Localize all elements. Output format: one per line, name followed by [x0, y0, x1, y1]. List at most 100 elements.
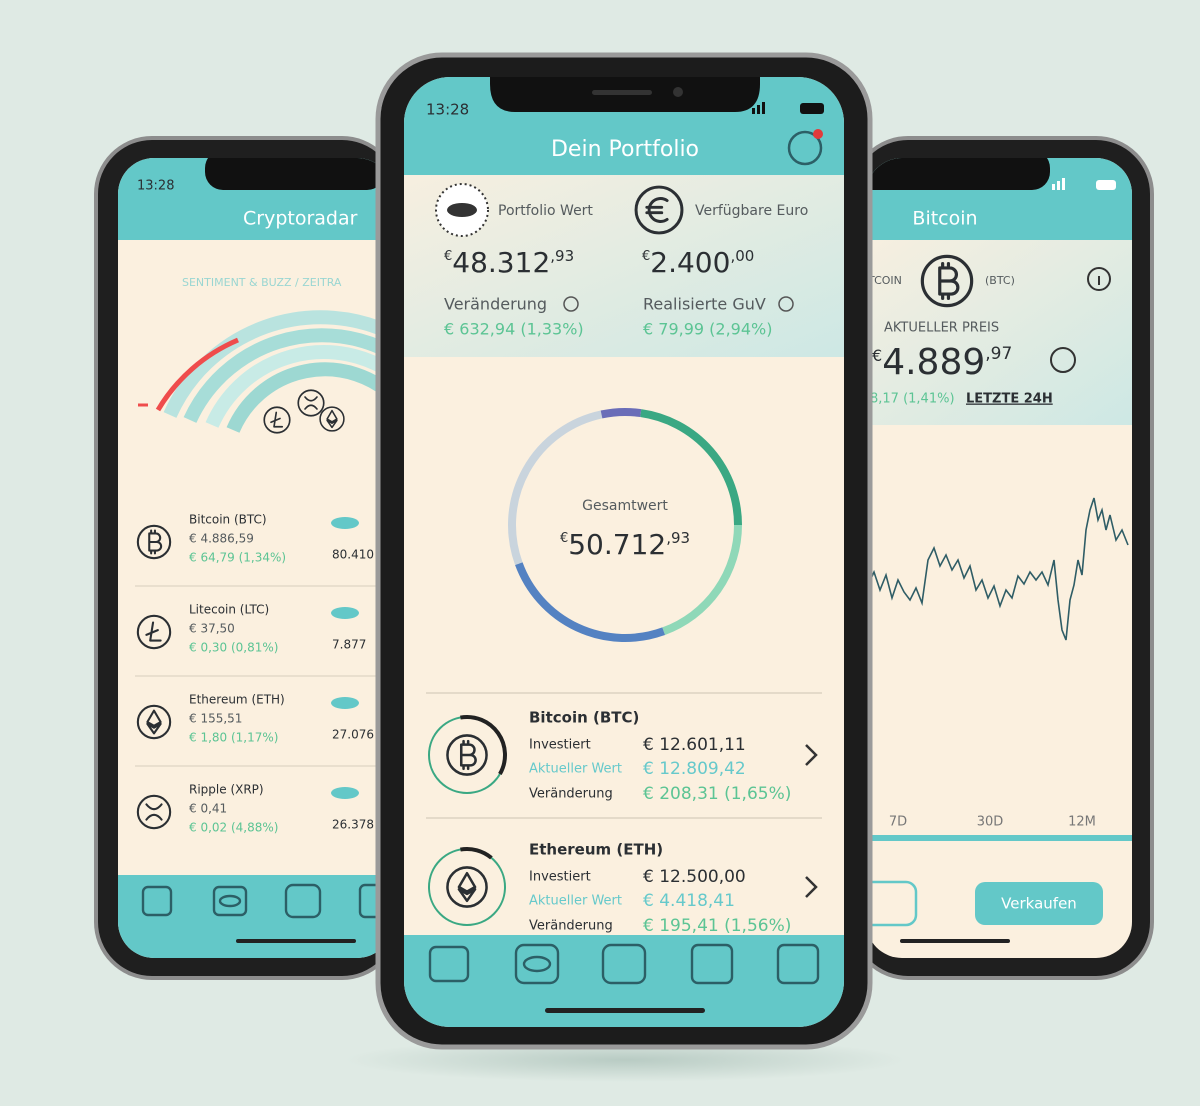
amount: 2.400 — [650, 246, 730, 279]
change-label: Veränderung — [529, 919, 613, 934]
ring-segment — [508, 410, 603, 566]
screen-title: Dein Portfolio — [551, 137, 699, 162]
change-label: Veränderung — [529, 787, 613, 802]
realized-value: € 79,99 (2,94%) — [643, 320, 772, 339]
tab-portfolio[interactable] — [141, 885, 173, 917]
center-phone: 13:28 Dein Portfolio Portfolio Wert Verf… — [375, 52, 873, 1050]
tab-watch[interactable] — [514, 943, 560, 985]
change-value: € 208,31 (1,65%) — [643, 784, 791, 804]
notification-dot — [813, 129, 823, 139]
notch — [205, 158, 385, 190]
ring-segment — [515, 562, 666, 642]
buzz-icon — [331, 697, 359, 709]
info-button[interactable] — [1087, 267, 1111, 291]
price-label: AKTUELLER PREIS — [884, 321, 999, 336]
sell-button-label[interactable]: Verkaufen — [1001, 895, 1077, 913]
coin-change: € 64,79 (1,34%) — [189, 551, 286, 565]
ring-segment — [600, 408, 642, 419]
invested-value: € 12.601,11 — [643, 735, 746, 755]
cents: ,93 — [550, 247, 574, 265]
holding-ring-progress — [460, 715, 507, 775]
current-value: € 12.809,42 — [643, 759, 746, 779]
info-icon[interactable] — [563, 296, 579, 312]
coin-change: € 0,02 (4,88%) — [189, 821, 278, 835]
tab-radar[interactable] — [284, 883, 322, 919]
home-indicator — [545, 1008, 705, 1013]
section-label: SENTIMENT & BUZZ / ZEITRA — [182, 276, 342, 289]
tab-watch[interactable] — [212, 885, 248, 917]
period-tab[interactable]: 7D — [889, 815, 907, 830]
euro-label: Verfügbare Euro — [695, 203, 808, 219]
status-time: 13:28 — [137, 179, 174, 194]
chevron[interactable] — [805, 744, 818, 766]
status-time: 13:28 — [426, 101, 469, 119]
chevron[interactable] — [805, 876, 818, 898]
buy-button[interactable] — [850, 880, 918, 927]
coin-price: € 155,51 — [189, 712, 242, 726]
holding-ring-progress — [460, 847, 493, 860]
radar — [138, 310, 393, 433]
coin-name: Bitcoin (BTC) — [189, 513, 267, 527]
cents: ,00 — [730, 247, 754, 265]
period-tab[interactable]: 12M — [1068, 815, 1096, 830]
coin-volume: 80.410 — [332, 548, 374, 562]
price-panel — [866, 240, 1132, 425]
tab-portfolio[interactable] — [428, 945, 470, 983]
amount: 48.312 — [452, 246, 550, 279]
tab-bar — [118, 875, 393, 958]
current-label: Aktueller Wert — [529, 762, 622, 777]
currency: € — [642, 249, 650, 264]
coin-price: € 0,41 — [189, 802, 227, 816]
tab-menu[interactable] — [776, 943, 820, 985]
coin-name: Ripple (XRP) — [189, 783, 264, 797]
buzz-icon — [331, 607, 359, 619]
tab-watch-eye — [218, 894, 242, 908]
invested-label: Investiert — [529, 870, 591, 885]
current-value: € 4.418,41 — [643, 891, 735, 911]
invested-label: Investiert — [529, 738, 591, 753]
amount: 50.712 — [568, 528, 666, 561]
cents: ,93 — [666, 529, 690, 547]
period-bar — [866, 835, 1132, 841]
buzz-icon — [331, 787, 359, 799]
ring-segment — [662, 524, 742, 635]
coin-volume: 7.877 — [332, 638, 366, 652]
change-value: € 195,41 (1,56%) — [643, 916, 791, 936]
coin-name: Litecoin (LTC) — [189, 603, 269, 617]
coin-price: € 4.886,59 — [189, 532, 254, 546]
period-tab[interactable]: 30D — [977, 815, 1004, 830]
home-indicator — [900, 939, 1010, 943]
price-change: 8,17 (1,41%) — [870, 392, 955, 407]
realized-label: Realisierte GuV — [643, 295, 766, 314]
screen-title: Bitcoin — [912, 208, 977, 230]
coin-change: € 0,30 (0,81%) — [189, 641, 278, 655]
tab-radar[interactable] — [601, 943, 647, 985]
info-icon[interactable] — [778, 296, 794, 312]
total-label: Gesamtwert — [582, 498, 668, 514]
profile-button[interactable] — [787, 130, 823, 166]
tab-stats[interactable] — [690, 943, 734, 985]
home-indicator — [236, 939, 356, 943]
price-cents: ,97 — [985, 344, 1012, 364]
holding-name: Ethereum (ETH) — [529, 841, 663, 859]
screen-title: Cryptoradar — [243, 208, 358, 230]
holding-name: Bitcoin (BTC) — [529, 709, 639, 727]
coin-name: Ethereum (ETH) — [189, 693, 285, 707]
currency: € — [444, 249, 452, 264]
sell-button[interactable] — [975, 882, 1103, 925]
ring-segment — [640, 409, 742, 526]
help-button[interactable] — [1050, 347, 1076, 373]
portfolio-value: €48.312,93 — [444, 246, 574, 279]
allocation-ring — [508, 408, 742, 642]
currency: € — [560, 531, 568, 546]
price-amount: 4.889 — [882, 342, 985, 383]
price-currency: € — [872, 346, 882, 365]
period-link[interactable]: LETZTE 24H — [966, 392, 1053, 407]
buzz-icon — [331, 517, 359, 529]
coin-change: € 1,80 (1,17%) — [189, 731, 278, 745]
current-label: Aktueller Wert — [529, 894, 622, 909]
price-line — [867, 497, 1129, 641]
euro-value: €2.400,00 — [642, 246, 754, 279]
coin-volume: 26.378 — [332, 818, 374, 832]
left-phone: 13:28 Cryptoradar SENTIMENT & BUZZ / ZEI… — [94, 136, 400, 980]
